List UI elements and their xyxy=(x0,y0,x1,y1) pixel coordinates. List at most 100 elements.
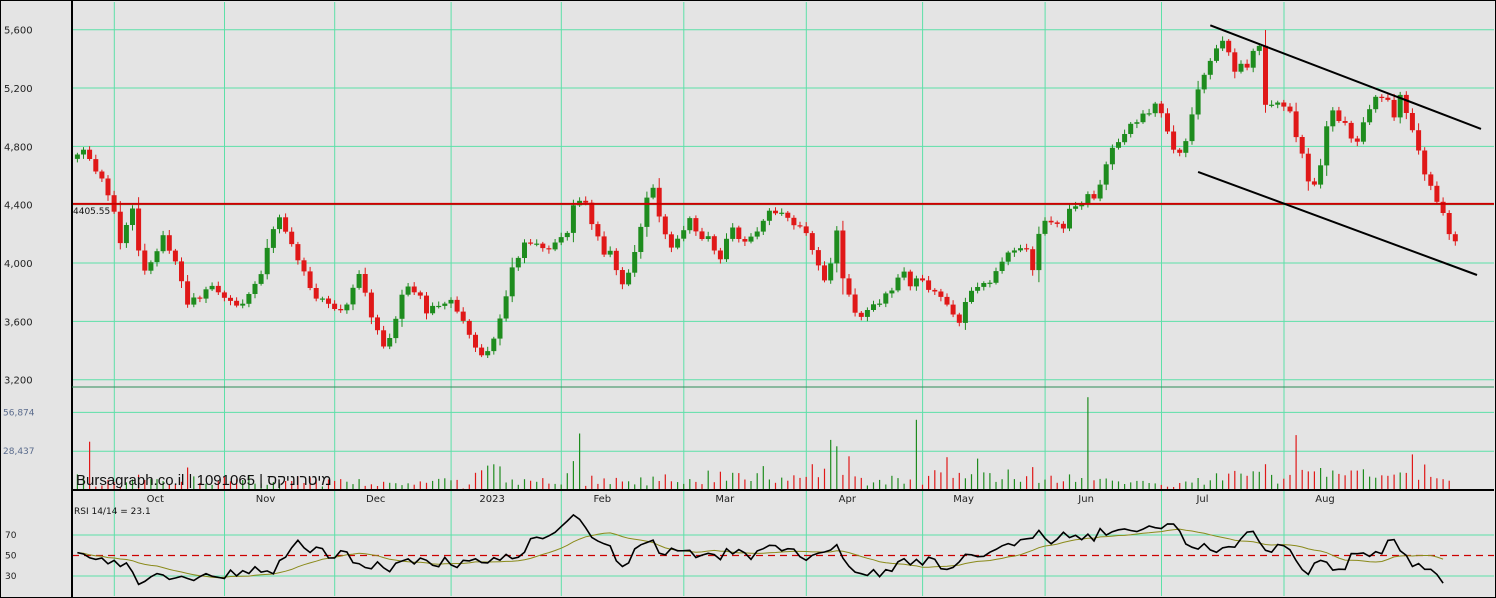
candle-body xyxy=(81,149,86,155)
candle-body xyxy=(895,277,901,291)
candle xyxy=(546,245,552,254)
candle-body xyxy=(185,281,191,305)
candle xyxy=(368,289,374,325)
candle-body xyxy=(607,250,613,255)
candle xyxy=(932,288,938,295)
candle xyxy=(215,281,221,295)
candle-body xyxy=(234,300,240,306)
candle xyxy=(1060,221,1066,233)
candle xyxy=(1379,94,1385,102)
candle xyxy=(1097,179,1103,202)
candle-body xyxy=(699,231,705,239)
candle xyxy=(693,215,699,236)
candle-body xyxy=(307,271,313,288)
candle-body xyxy=(993,271,999,283)
watermark: Bursagraph.co.il | 1091065 | מיטרוניקס xyxy=(76,472,332,489)
candle xyxy=(1116,138,1121,150)
candle xyxy=(1140,110,1146,124)
candle-body xyxy=(962,302,968,323)
candle-body xyxy=(473,334,478,348)
candle xyxy=(1122,129,1128,145)
candle-body xyxy=(754,231,760,237)
candle-body xyxy=(1342,121,1348,123)
candle-body xyxy=(638,226,644,252)
candle xyxy=(460,307,466,324)
candle xyxy=(724,233,729,262)
candle-body xyxy=(1330,110,1336,127)
candle xyxy=(142,243,148,275)
rsi-ma-line xyxy=(77,528,1444,579)
candle-body xyxy=(1005,252,1011,262)
candle xyxy=(515,256,521,271)
candle-body xyxy=(289,231,295,245)
candle-body xyxy=(258,274,264,284)
candle xyxy=(1422,147,1428,181)
candle xyxy=(950,300,956,318)
candle-body xyxy=(803,226,809,234)
candle-body xyxy=(191,297,197,305)
candle-body xyxy=(1177,149,1183,153)
candle-body xyxy=(809,233,815,250)
candle xyxy=(295,241,301,265)
candle-body xyxy=(1201,74,1207,90)
candle xyxy=(570,199,576,243)
candle-body xyxy=(969,290,974,302)
candle-body xyxy=(270,229,276,248)
candle xyxy=(883,291,889,308)
candle xyxy=(154,248,160,267)
candle-body xyxy=(558,237,564,243)
candle-body xyxy=(319,298,325,300)
candle-body xyxy=(662,216,668,235)
candle-body xyxy=(626,272,632,285)
candle-body xyxy=(160,235,166,252)
candle xyxy=(889,287,895,298)
candle xyxy=(1207,58,1213,80)
candle xyxy=(405,283,411,297)
candle xyxy=(1171,125,1177,154)
candle-body xyxy=(1134,122,1140,124)
candle xyxy=(185,275,191,308)
candle xyxy=(1373,95,1379,113)
candle-body xyxy=(442,303,448,306)
candle xyxy=(601,231,607,257)
candle xyxy=(473,332,478,352)
candle xyxy=(938,288,944,302)
candle-body xyxy=(1422,150,1428,175)
rsi-tick-label: 30 xyxy=(5,572,17,582)
candle xyxy=(742,236,748,246)
candle-body xyxy=(1336,110,1342,121)
candle-body xyxy=(1373,96,1379,110)
candle-body xyxy=(1238,63,1244,72)
candle-body xyxy=(454,299,460,312)
candle-body xyxy=(448,299,454,304)
candle xyxy=(675,235,681,250)
candle-body xyxy=(675,238,681,248)
candle xyxy=(466,319,472,339)
candle-body xyxy=(534,243,540,245)
candle-body xyxy=(901,271,907,278)
candle-body xyxy=(864,310,870,317)
candle xyxy=(993,267,999,285)
month-axis: Oct Nov Dec 2023 Feb Mar Apr May Jun Jul Aug xyxy=(147,494,1335,505)
candle xyxy=(1232,48,1238,79)
candle-body xyxy=(399,294,405,319)
candle xyxy=(975,282,981,294)
candle-body xyxy=(424,295,429,314)
candle xyxy=(123,222,129,248)
candle-body xyxy=(601,236,607,255)
candle xyxy=(1275,100,1281,109)
candle xyxy=(258,270,264,286)
candle xyxy=(687,216,693,234)
candle-body xyxy=(1440,201,1446,213)
candle xyxy=(1195,80,1201,120)
candle-body xyxy=(1287,106,1293,112)
candle-body xyxy=(644,197,650,227)
candle-body xyxy=(1146,113,1152,115)
price-tick-label: 4,400 xyxy=(4,201,33,212)
candle xyxy=(1434,181,1440,204)
candle xyxy=(117,201,123,250)
candle xyxy=(828,257,834,284)
candle-body xyxy=(522,242,527,258)
candle-body xyxy=(1158,103,1164,114)
candle-body xyxy=(760,220,766,232)
